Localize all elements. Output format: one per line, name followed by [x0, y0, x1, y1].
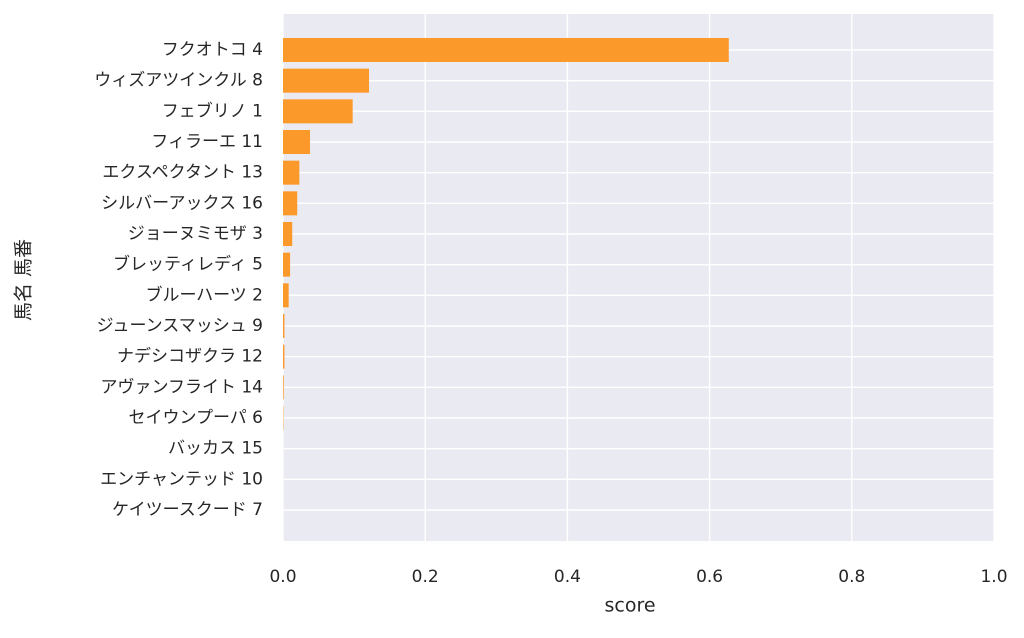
y-tick-label: エクスペクタント 13 — [102, 163, 263, 183]
y-axis-label: 馬名 馬番 — [13, 239, 35, 321]
y-tick-label: エンチャンテッド 10 — [100, 469, 263, 489]
bar — [283, 191, 297, 215]
y-tick-label: シルバーアックス 16 — [101, 193, 263, 213]
bar — [283, 161, 299, 185]
y-tick-label: ブレッティレディ 5 — [113, 254, 263, 275]
x-tick-label: 0.0 — [269, 567, 296, 587]
bar — [283, 314, 284, 338]
bar — [283, 38, 729, 62]
x-tick-label: 0.8 — [838, 567, 865, 587]
y-tick-label: フィラーエ 11 — [151, 132, 263, 152]
y-tick-label: ウィズアツインクル 8 — [94, 71, 263, 91]
bar — [283, 222, 292, 246]
y-tick-label: ナデシコザクラ 12 — [117, 346, 263, 367]
bar — [283, 375, 284, 399]
y-tick-label: アヴァンフライト 14 — [100, 377, 263, 397]
x-tick-label: 1.0 — [980, 567, 1007, 587]
y-tick-label: ブルーハーツ 2 — [145, 284, 263, 305]
bar — [283, 283, 289, 307]
y-tick-label: バッカス 15 — [168, 439, 263, 459]
y-tick-label: ジューンスマッシュ 9 — [97, 316, 263, 336]
bar — [283, 99, 353, 123]
x-axis-label: score — [604, 595, 655, 617]
bar — [283, 345, 284, 369]
y-tick-label: ケイツースクード 7 — [112, 500, 263, 520]
y-tick-label: ジョーヌミモザ 3 — [128, 224, 263, 244]
bar — [283, 130, 310, 154]
y-tick-label: フクオトコ 4 — [162, 40, 263, 60]
x-tick-label: 0.4 — [554, 567, 581, 587]
plot-area — [283, 14, 994, 541]
bar — [283, 253, 290, 277]
x-tick-label: 0.2 — [412, 567, 439, 587]
x-tick-label: 0.6 — [696, 567, 723, 587]
y-tick-label: フェブリノ 1 — [162, 100, 263, 121]
y-tick-label: セイウンプーパ 6 — [128, 408, 263, 428]
bar — [283, 69, 369, 93]
